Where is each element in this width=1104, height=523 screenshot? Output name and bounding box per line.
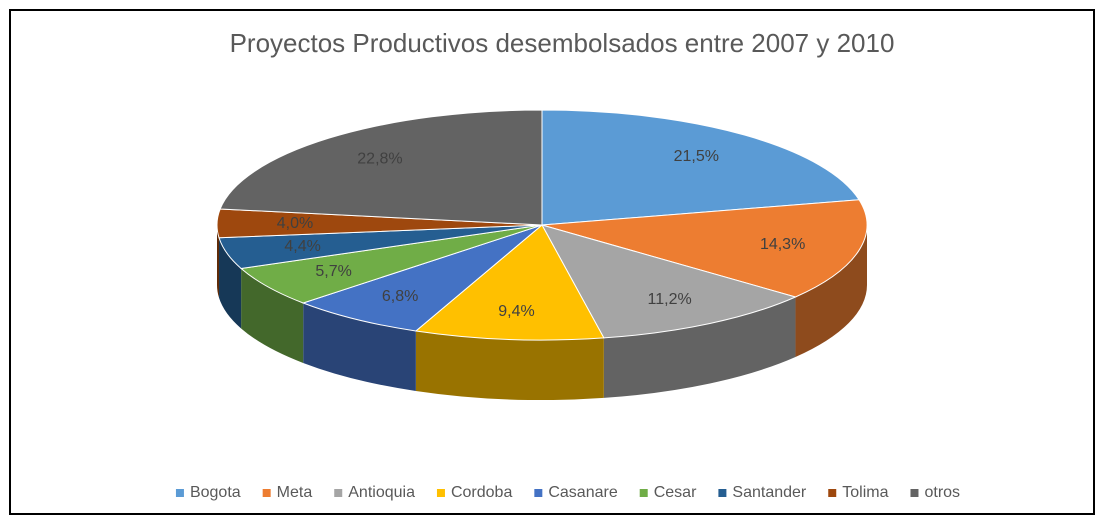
data-label: 4,4% bbox=[284, 238, 320, 255]
legend-swatch bbox=[534, 489, 543, 497]
legend-item: Tolima bbox=[828, 484, 889, 501]
pie-wall bbox=[415, 330, 604, 400]
pie-wall bbox=[795, 225, 867, 357]
pie-wall bbox=[219, 237, 242, 329]
legend-item: Casanare bbox=[534, 484, 618, 501]
legend-swatch bbox=[175, 489, 184, 497]
legend-label: Meta bbox=[277, 484, 313, 501]
legend-label: Santander bbox=[732, 484, 807, 501]
pie-slice bbox=[541, 109, 860, 226]
legend-swatch bbox=[828, 489, 837, 497]
data-label: 11,2% bbox=[648, 291, 692, 308]
legend-item: Meta bbox=[262, 484, 313, 501]
legend: Bogota Meta Antioquia Cordoba Casanare Cesar S… bbox=[175, 484, 960, 501]
legend-item: otros bbox=[910, 484, 960, 501]
legend-swatch bbox=[436, 489, 445, 497]
pie-walls bbox=[217, 225, 867, 400]
legend-item: Santander bbox=[718, 484, 807, 501]
legend-label: Cesar bbox=[654, 484, 697, 501]
legend-swatch bbox=[262, 489, 271, 497]
pie-wall bbox=[303, 302, 416, 391]
data-label: 5,7% bbox=[315, 263, 351, 280]
pie-slice bbox=[540, 224, 797, 339]
legend-item: Cesar bbox=[639, 484, 697, 501]
legend-swatch bbox=[718, 489, 727, 497]
data-label: 6,8% bbox=[382, 288, 418, 305]
data-label: 21,5% bbox=[674, 148, 719, 165]
legend-swatch bbox=[910, 489, 919, 497]
data-label: 9,4% bbox=[498, 303, 534, 320]
legend-swatch bbox=[639, 489, 648, 497]
pie-tops bbox=[216, 109, 868, 341]
legend-label: Cordoba bbox=[451, 484, 512, 501]
legend-swatch bbox=[334, 489, 343, 497]
data-label: 22,8% bbox=[357, 150, 402, 167]
pie-wall bbox=[603, 296, 796, 398]
legend-item: Antioquia bbox=[334, 484, 415, 501]
legend-item: Cordoba bbox=[436, 484, 512, 501]
pie-slice bbox=[301, 224, 543, 332]
pie-slice bbox=[414, 224, 605, 341]
legend-label: Antioquia bbox=[348, 484, 415, 501]
legend-label: Bogota bbox=[190, 484, 241, 501]
data-label: 14,3% bbox=[760, 236, 805, 253]
pie-slice bbox=[219, 109, 543, 226]
legend-label: Tolima bbox=[842, 484, 888, 501]
legend-label: otros bbox=[924, 484, 960, 501]
legend-item: Bogota bbox=[175, 484, 241, 501]
data-label: 4,0% bbox=[277, 215, 313, 232]
pie-wall bbox=[217, 225, 220, 298]
legend-label: Casanare bbox=[548, 484, 617, 501]
pie-slice bbox=[541, 199, 868, 298]
chart-title: Proyectos Productivos desembolsados entr… bbox=[230, 28, 895, 58]
pie-wall bbox=[241, 268, 304, 363]
data-labels: 21,5% 14,3% 11,2% 9,4% 6,8% 5,7% 4,4% 4,0% 22,8% bbox=[277, 148, 806, 320]
